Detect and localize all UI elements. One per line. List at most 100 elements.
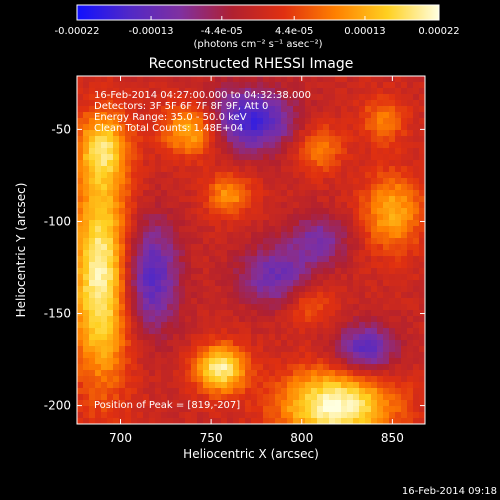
heatmap-cell [401,226,408,233]
heatmap-cell [173,274,180,281]
heatmap-cell [317,160,324,167]
heatmap-cell [209,226,216,233]
heatmap-cell [179,412,186,419]
heatmap-cell [125,100,132,107]
heatmap-cell [305,310,312,317]
heatmap-cell [191,202,198,209]
heatmap-cell [329,136,336,143]
heatmap-cell [353,178,360,185]
heatmap-cell [119,262,126,269]
heatmap-cell [251,220,258,227]
heatmap-cell [101,358,108,365]
heatmap-cell [347,250,354,257]
heatmap-cell [215,268,222,275]
heatmap-cell [131,124,138,131]
heatmap-cell [227,298,234,305]
heatmap-cell [395,376,402,383]
heatmap-cell [209,202,216,209]
heatmap-cell [317,268,324,275]
heatmap-cell [263,340,270,347]
heatmap-cell [287,154,294,161]
heatmap-cell [137,334,144,341]
heatmap-cell [107,328,114,335]
heatmap-cell [107,190,114,197]
heatmap-cell [131,412,138,419]
heatmap-cell [89,76,96,83]
heatmap-cell [215,202,222,209]
heatmap-cell [131,232,138,239]
heatmap-cell [287,268,294,275]
heatmap-cell [107,214,114,221]
heatmap-cell [347,400,354,407]
heatmap-cell [317,76,324,83]
heatmap-cell [125,304,132,311]
heatmap-cell [185,130,192,137]
heatmap-cell [353,106,360,113]
heatmap-cell [89,316,96,323]
heatmap-cell [263,286,270,293]
heatmap-cell [299,232,306,239]
heatmap-cell [377,112,384,119]
heatmap-cell [245,280,252,287]
heatmap-cell [269,154,276,161]
heatmap-cell [137,148,144,155]
heatmap-cell [365,328,372,335]
heatmap-cell [263,358,270,365]
heatmap-cell [407,250,414,257]
heatmap-cell [407,130,414,137]
heatmap-cell [179,100,186,107]
heatmap-cell [317,154,324,161]
heatmap-cell [203,280,210,287]
heatmap-cell [413,100,420,107]
heatmap-cell [185,220,192,227]
heatmap-cell [275,130,282,137]
heatmap-cell [173,136,180,143]
colorbar-tick-label: -4.4e-05 [201,26,243,37]
heatmap-cell [377,184,384,191]
heatmap-cell [185,232,192,239]
heatmap-cell [137,178,144,185]
heatmap-cell [221,232,228,239]
heatmap-cell [155,184,162,191]
heatmap-cell [215,124,222,131]
heatmap-cell [95,286,102,293]
heatmap-cell [407,388,414,395]
heatmap-cell [401,172,408,179]
heatmap-cell [197,94,204,101]
heatmap-cell [269,280,276,287]
heatmap-cell [341,280,348,287]
heatmap-cell [269,304,276,311]
heatmap-cell [419,286,425,293]
heatmap-cell [119,400,126,407]
heatmap-cell [347,184,354,191]
heatmap-cell [185,382,192,389]
heatmap-cell [371,376,378,383]
heatmap-cell [347,130,354,137]
heatmap-cell [311,160,318,167]
heatmap-cell [77,244,84,251]
heatmap-cell [227,196,234,203]
heatmap-cell [299,364,306,371]
heatmap-cell [329,274,336,281]
heatmap-cell [185,304,192,311]
heatmap-cell [245,256,252,263]
heatmap-cell [419,166,425,173]
colorbar-tick-label: 4.4e-05 [275,26,313,37]
heatmap-cell [167,100,174,107]
heatmap-cell [131,130,138,137]
heatmap-cell [137,76,144,83]
heatmap-cell [95,232,102,239]
heatmap-cell [95,400,102,407]
heatmap-cell [143,334,150,341]
heatmap-cell [257,94,264,101]
heatmap-cell [251,322,258,329]
heatmap-cell [215,310,222,317]
heatmap-cell [203,358,210,365]
heatmap-cell [293,346,300,353]
heatmap-cell [149,172,156,179]
heatmap-cell [227,358,234,365]
heatmap-cell [413,238,420,245]
heatmap-cell [227,316,234,323]
heatmap-cell [335,292,342,299]
heatmap-cell [161,382,168,389]
